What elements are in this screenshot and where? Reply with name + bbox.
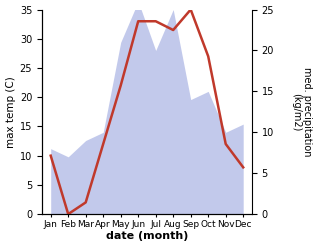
Y-axis label: med. precipitation
(kg/m2): med. precipitation (kg/m2)	[291, 67, 313, 157]
Y-axis label: max temp (C): max temp (C)	[5, 76, 16, 148]
X-axis label: date (month): date (month)	[106, 231, 188, 242]
